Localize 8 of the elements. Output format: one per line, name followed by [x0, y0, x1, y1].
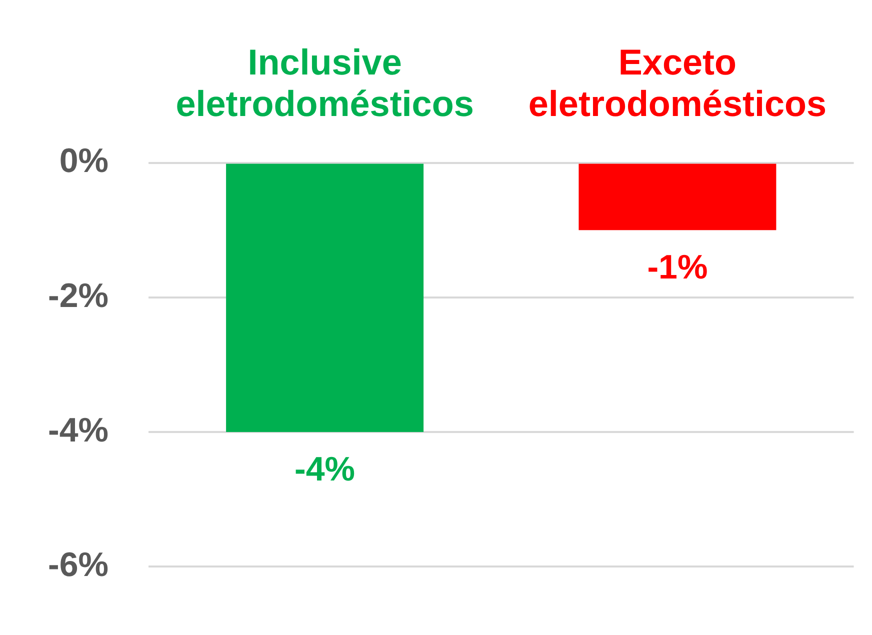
y-tick-label: 0%: [59, 142, 108, 180]
data-label: -4%: [294, 450, 356, 488]
y-tick-label: -6%: [48, 546, 108, 584]
y-tick-label: -2%: [48, 276, 108, 315]
data-label: -1%: [647, 248, 708, 286]
x-tick-label: Inclusive eletrodomésticos: [176, 42, 474, 124]
y-tick-label: -4%: [48, 411, 108, 450]
x-tick-label: Exceto eletrodomésticos: [528, 42, 826, 124]
